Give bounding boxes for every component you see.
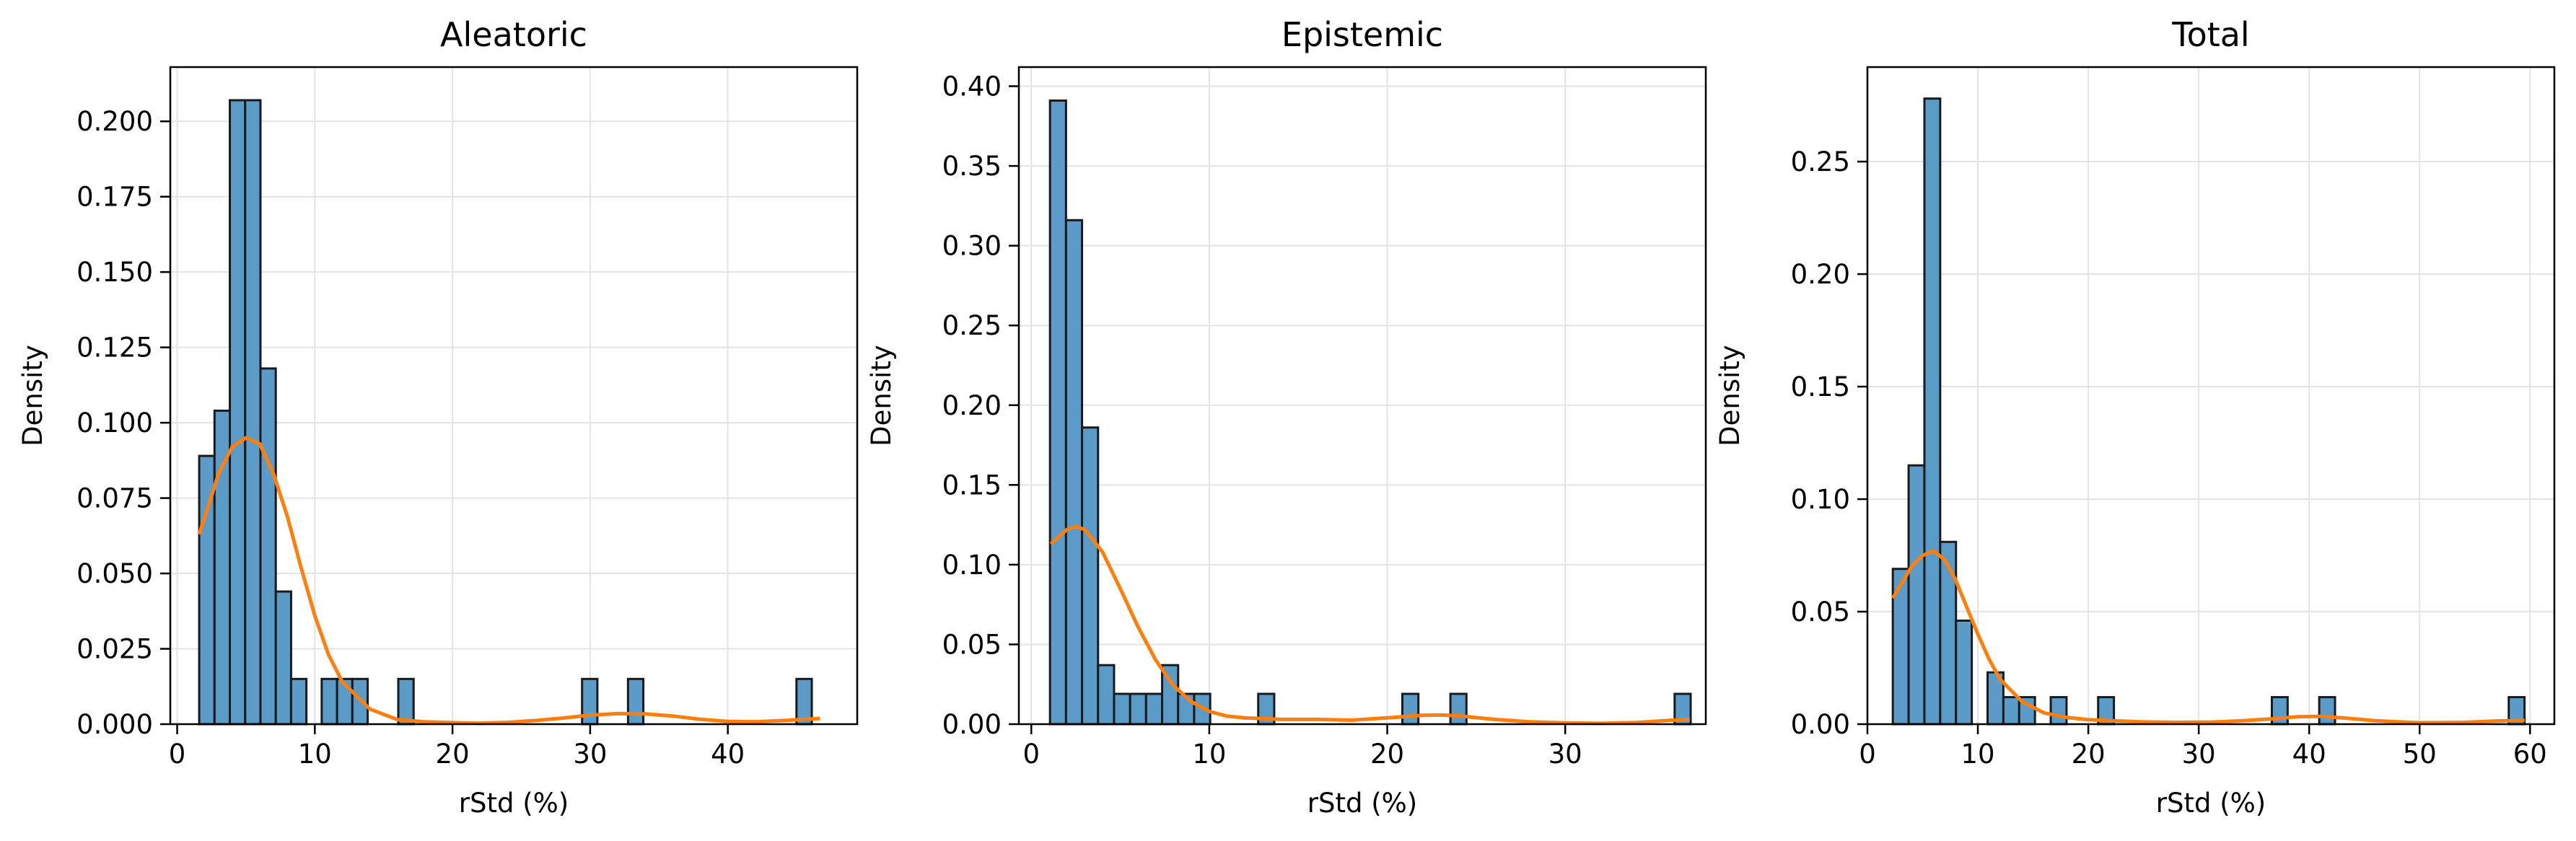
y-tick-label: 0.25	[942, 310, 1002, 341]
x-tick-label: 0	[1859, 739, 1876, 770]
y-tick-label: 0.40	[942, 71, 1002, 102]
y-tick-label: 0.25	[1791, 146, 1850, 177]
panel-total: Total rStd (%) Density 0 10 20 30 40 50 60 0.00…	[1714, 15, 2556, 819]
panel-aleatoric: Aleatoric rStd (%) Density 0 10 20 30 40 0.00…	[17, 15, 859, 819]
x-tick-label: 0	[1022, 739, 1040, 770]
y-tick-label: 0.10	[942, 550, 1002, 581]
histogram-bar	[229, 99, 247, 726]
x-tick-label: 10	[298, 739, 332, 770]
kde-line	[1049, 524, 1690, 726]
x-tick-label: 30	[1548, 739, 1582, 770]
x-axis-label: rStd (%)	[2156, 788, 2266, 819]
y-tick-label: 0.00	[942, 709, 1002, 740]
y-tick-label: 0.025	[76, 634, 153, 665]
y-tick-label: 0.15	[942, 470, 1002, 501]
y-tick-label: 0.075	[76, 483, 153, 514]
histogram-bar	[1144, 692, 1164, 726]
histogram-bar	[1113, 692, 1131, 726]
y-tick-label: 0.175	[76, 182, 153, 213]
y-axis-label: Density	[866, 345, 897, 446]
histogram-bar	[1048, 99, 1067, 726]
y-tick-label: 0.000	[76, 709, 153, 740]
y-tick-label: 0.20	[1791, 259, 1850, 290]
y-tick-label: 0.05	[1791, 596, 1850, 628]
chart-title: Total	[2171, 15, 2249, 54]
axes-frame	[1017, 66, 1707, 726]
x-tick-label: 30	[2182, 739, 2216, 770]
x-tick-label: 30	[573, 739, 607, 770]
y-tick-label: 0.200	[76, 106, 153, 137]
y-tick-label: 0.20	[942, 390, 1002, 421]
histogram-bar	[289, 677, 308, 726]
x-tick-label: 0	[169, 739, 186, 770]
x-tick-label: 10	[1961, 739, 1995, 770]
y-tick-label: 0.125	[76, 333, 153, 364]
x-tick-label: 40	[711, 739, 745, 770]
y-tick-label: 0.35	[942, 151, 1002, 182]
y-axis-label: Density	[17, 345, 48, 446]
kde-line	[197, 436, 820, 726]
y-axis-label: Density	[1714, 345, 1745, 446]
histogram-bar	[1449, 692, 1468, 726]
histogram-bar	[626, 677, 645, 726]
histogram-bar	[244, 99, 262, 726]
x-axis-label: rStd (%)	[1307, 788, 1417, 819]
chart-title: Epistemic	[1282, 15, 1443, 54]
histogram-bar	[1401, 692, 1420, 726]
axes-frame	[169, 66, 859, 726]
kde-line	[1891, 549, 2525, 725]
y-tick-label: 0.150	[76, 257, 153, 288]
panel-epistemic: Epistemic rStd (%) Density 0 10 20 30 0.00 0.…	[866, 15, 1707, 819]
x-tick-label: 20	[436, 739, 470, 770]
x-axis-label: rStd (%)	[459, 788, 569, 819]
histogram-bar	[274, 590, 292, 726]
y-tick-label: 0.050	[76, 558, 153, 589]
y-tick-label: 0.100	[76, 408, 153, 439]
histogram-bar	[1955, 619, 1973, 726]
x-tick-label: 10	[1192, 739, 1226, 770]
y-tick-label: 0.10	[1791, 484, 1850, 515]
histogram-bar	[2049, 696, 2068, 726]
histogram-bar	[1923, 97, 1942, 726]
histogram-bar	[2002, 696, 2020, 726]
histogram-bar	[1907, 464, 1926, 726]
x-tick-label: 50	[2403, 739, 2437, 770]
x-tick-label: 20	[2072, 739, 2106, 770]
y-tick-label: 0.00	[1791, 709, 1850, 740]
chart-title: Aleatoric	[440, 15, 587, 54]
y-tick-label: 0.15	[1791, 371, 1850, 402]
histogram-bar	[1081, 426, 1100, 726]
x-tick-label: 40	[2292, 739, 2326, 770]
histogram-bar	[1129, 692, 1147, 726]
axes-frame	[1866, 66, 2556, 726]
x-tick-label: 60	[2513, 739, 2547, 770]
histogram-bar	[397, 677, 415, 726]
y-tick-label: 0.30	[942, 231, 1002, 262]
histogram-bar	[1064, 219, 1084, 726]
histogram-bar	[259, 367, 277, 726]
histogram-bar	[320, 677, 338, 726]
histogram-bar	[2318, 696, 2336, 726]
histogram-bar	[1097, 664, 1116, 726]
y-tick-label: 0.05	[942, 629, 1002, 660]
x-tick-label: 20	[1370, 739, 1404, 770]
